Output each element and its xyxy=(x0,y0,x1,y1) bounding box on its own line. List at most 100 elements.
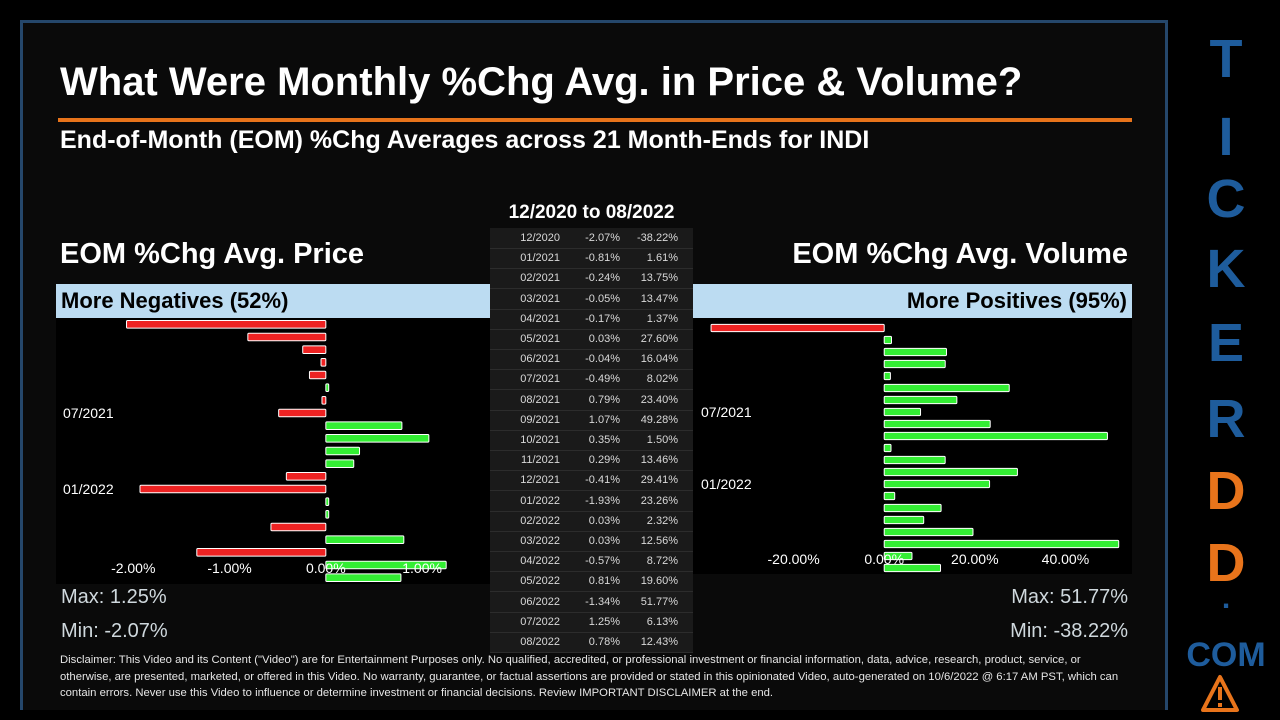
table-cell-price: 0.35% xyxy=(588,434,620,446)
table-cell-price: -1.34% xyxy=(585,595,620,608)
bar-04/2021 xyxy=(883,371,891,381)
bar-01/2022 xyxy=(139,484,327,494)
table-cell-volume: 8.02% xyxy=(646,373,678,386)
x-tick-label: 0.00% xyxy=(306,560,346,576)
table-cell-volume: 8.72% xyxy=(646,555,678,568)
bar-03/2021 xyxy=(883,359,946,369)
volume-banner: More Positives (95%) xyxy=(693,284,1132,318)
volume-bar-chart: 07/2021 01/2022 -20.00% 0.00% 20.00% 40.00% xyxy=(693,318,1132,574)
table-cell-price: 0.03% xyxy=(588,514,620,527)
table-cell-volume: 13.47% xyxy=(640,292,678,305)
table-cell-date: 08/2021 xyxy=(520,393,560,406)
table-cell-price: -1.93% xyxy=(585,494,620,507)
brand-letter: K xyxy=(1206,239,1246,299)
table-cell-date: 12/2020 xyxy=(520,232,560,244)
bar-02/2022 xyxy=(325,497,330,506)
category-label: 01/2022 xyxy=(701,476,752,492)
bar-12/2020 xyxy=(126,320,327,329)
table-cell-price: 1.07% xyxy=(588,413,620,426)
table-row: 09/2021 1.07% 49.28% xyxy=(490,411,693,431)
data-table: 12/2020 -2.07% -38.22% 01/2021 -0.81% 1.61% 02… xyxy=(490,228,693,653)
table-cell-price: 1.25% xyxy=(588,615,620,628)
bar-06/2021 xyxy=(321,396,327,405)
bar-07/2022 xyxy=(325,560,447,570)
table-row: 01/2021 -0.81% 1.61% xyxy=(490,249,693,270)
table-cell-price: -0.49% xyxy=(585,373,620,386)
bar-08/2022 xyxy=(325,573,402,582)
table-cell-price: -0.81% xyxy=(585,252,620,265)
table-cell-date: 11/2021 xyxy=(521,454,560,467)
table-cell-date: 06/2021 xyxy=(520,353,560,366)
bar-05/2021 xyxy=(883,383,1010,393)
bar-08/2021 xyxy=(883,419,991,429)
table-cell-volume: 1.50% xyxy=(646,434,678,446)
table-cell-price: -0.17% xyxy=(585,312,620,325)
table-cell-volume: 12.56% xyxy=(640,535,678,547)
bar-02/2022 xyxy=(883,491,896,501)
x-tick-label: -20.00% xyxy=(768,551,820,567)
table-cell-volume: 6.13% xyxy=(646,615,678,628)
brand-letter: D xyxy=(1206,461,1246,521)
table-row: 01/2022 -1.93% 23.26% xyxy=(490,492,693,512)
table-row: 05/2022 0.81% 19.60% xyxy=(490,572,693,593)
page-title: What Were Monthly %Chg Avg. in Price & V… xyxy=(60,60,1023,104)
price-bar-chart: 07/2021 01/2022 -2.00% -1.00% 0.00% 1.00% xyxy=(56,318,490,584)
bar-04/2022 xyxy=(883,515,925,525)
page-subtitle: End-of-Month (EOM) %Chg Averages across … xyxy=(60,126,870,154)
table-cell-date: 05/2021 xyxy=(520,333,560,345)
table-cell-date: 12/2021 xyxy=(520,474,560,487)
table-row: 03/2022 0.03% 12.56% xyxy=(490,532,693,552)
table-cell-date: 07/2022 xyxy=(520,615,560,628)
brand-letter: C xyxy=(1206,169,1246,229)
x-tick-label: 1.00% xyxy=(402,560,442,576)
table-cell-price: 0.03% xyxy=(588,333,620,345)
price-min: Min: -2.07% xyxy=(61,620,168,642)
volume-panel-title: EOM %Chg Avg. Volume xyxy=(792,238,1128,270)
chart-background xyxy=(56,318,490,584)
table-cell-volume: 13.46% xyxy=(640,454,678,467)
x-tick-label: -1.00% xyxy=(207,560,251,576)
table-cell-date: 03/2022 xyxy=(520,535,560,547)
table-row: 08/2022 0.78% 12.43% xyxy=(490,633,693,653)
bar-04/2022 xyxy=(270,522,327,532)
table-cell-price: 0.78% xyxy=(588,636,620,648)
brand-letter: E xyxy=(1207,313,1245,373)
table-cell-volume: 1.61% xyxy=(646,252,678,265)
bar-02/2021 xyxy=(302,345,327,354)
bar-01/2021 xyxy=(883,335,892,345)
bar-09/2021 xyxy=(325,434,430,443)
bar-12/2021 xyxy=(285,472,327,481)
table-cell-volume: 13.75% xyxy=(640,272,678,285)
table-cell-price: 0.03% xyxy=(588,535,620,547)
bar-06/2022 xyxy=(196,548,327,557)
table-cell-date: 02/2022 xyxy=(520,514,560,527)
bar-11/2021 xyxy=(325,459,355,468)
bar-09/2021 xyxy=(883,431,1108,441)
table-row: 03/2021 -0.05% 13.47% xyxy=(490,290,693,310)
price-banner: More Negatives (52%) xyxy=(56,284,490,318)
table-cell-volume: 51.77% xyxy=(640,595,678,608)
date-range-title: 12/2020 to 08/2022 xyxy=(508,202,675,223)
x-tick-label: 20.00% xyxy=(951,551,998,567)
bar-12/2020 xyxy=(710,323,885,333)
bar-03/2021 xyxy=(320,358,327,367)
bar-07/2021 xyxy=(883,407,922,417)
table-cell-date: 10/2021 xyxy=(520,434,560,446)
bar-05/2022 xyxy=(325,535,405,544)
bar-01/2021 xyxy=(247,332,327,342)
title-underline xyxy=(58,118,1132,122)
table-cell-volume: 29.41% xyxy=(640,474,678,487)
disclaimer-text: Disclaimer: This Video and its Content (… xyxy=(60,654,1119,699)
table-row: 07/2022 1.25% 6.13% xyxy=(490,613,693,633)
table-row: 04/2021 -0.17% 1.37% xyxy=(490,310,693,330)
bar-10/2021 xyxy=(883,443,892,453)
table-cell-price: 0.79% xyxy=(588,393,620,406)
bar-04/2021 xyxy=(308,370,327,380)
bar-02/2021 xyxy=(883,347,947,357)
table-cell-date: 04/2021 xyxy=(520,312,560,325)
table-cell-volume: 23.26% xyxy=(640,494,678,507)
bar-05/2021 xyxy=(325,383,330,392)
bar-07/2022 xyxy=(883,551,913,561)
x-tick-label: 40.00% xyxy=(1042,551,1089,567)
table-cell-price: -2.07% xyxy=(585,232,620,244)
